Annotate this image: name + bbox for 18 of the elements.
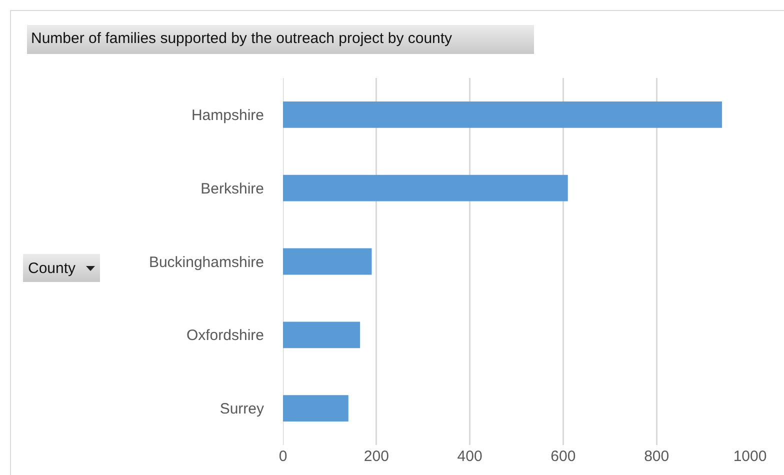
bar xyxy=(283,248,372,275)
x-tick-label: 200 xyxy=(364,448,389,465)
y-tick-label: Hampshire xyxy=(191,106,264,124)
x-tick-label: 1000 xyxy=(733,448,767,465)
y-axis-title: County xyxy=(28,260,76,276)
bar xyxy=(283,101,722,128)
y-tick-label: Buckinghamshire xyxy=(148,254,264,271)
x-tick-label: 600 xyxy=(550,448,576,465)
x-tick-label: 800 xyxy=(644,448,670,465)
chart-title: Number of families supported by the outreach project by county xyxy=(27,25,534,54)
y-tick-label: Surrey xyxy=(220,400,264,418)
bar xyxy=(283,322,360,348)
y-tick-label: Oxfordshire xyxy=(186,327,264,344)
x-tick-label: 400 xyxy=(457,448,482,465)
bar xyxy=(283,395,348,422)
y-tick-label: Berkshire xyxy=(200,180,264,198)
bar xyxy=(283,174,568,202)
x-tick-label: 0 xyxy=(278,448,288,465)
